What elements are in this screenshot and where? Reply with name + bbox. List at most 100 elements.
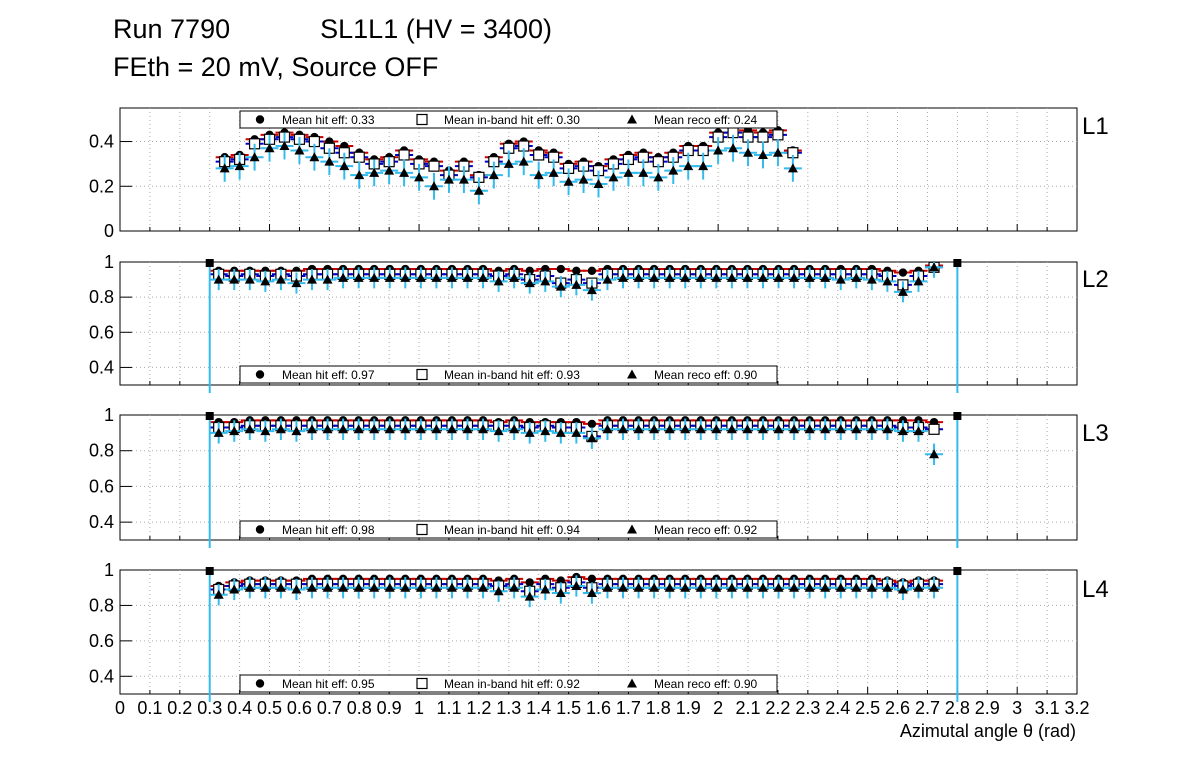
x-tick-label: 0.5: [257, 698, 282, 718]
panel-l2-reco-point: [338, 272, 349, 282]
panel-l3-inband-point: [928, 423, 940, 435]
panel-l3-reco-point: [711, 424, 722, 434]
panel-l2-reco-point: [695, 272, 706, 282]
x-tick-label: 0: [115, 698, 125, 718]
panel-l4-legend-reco-label: Mean reco eff: 0.90: [654, 677, 758, 691]
panel-l3-hit-point: [587, 419, 597, 429]
panel-l4-edge-point: [953, 567, 962, 575]
panel-l2-reco-point: [213, 274, 224, 284]
panel-l2-reco-point: [711, 272, 722, 282]
panel-l4-reco-point: [929, 582, 940, 592]
panel-l2-reco-point: [649, 272, 660, 282]
panel-l2-reco-point: [524, 278, 535, 288]
x-tick-label: 0.1: [137, 698, 162, 718]
panel-l2-legend-hit-marker: [255, 370, 265, 379]
panel-l3-legend-reco-marker: [627, 524, 637, 534]
panel-l2-hit-point: [556, 264, 566, 274]
x-tick-label: 1.9: [676, 698, 701, 718]
panel-l4-reco-point: [555, 588, 566, 598]
panel-l1-reco-point: [757, 149, 768, 159]
panel-l4-reco-point: [618, 582, 629, 592]
panel-l4-reco-point: [835, 582, 846, 592]
panel-l3-reco-point: [804, 424, 815, 434]
x-tick-label: 2.1: [736, 698, 761, 718]
panel-l2-legend-reco-label: Mean reco eff: 0.90: [654, 368, 758, 382]
panel-l4-reco-point: [400, 582, 411, 592]
panel-l3-reco-point: [478, 424, 489, 434]
panel-l3-reco-point: [789, 424, 800, 434]
panel-l2-reco-point: [602, 274, 613, 284]
panel-l2-ytick-label: 0.6: [89, 322, 114, 342]
panel-l3-reco-point: [260, 426, 271, 436]
x-tick-label: 0.3: [197, 698, 222, 718]
panel-l4-reco-point: [664, 582, 675, 592]
panel-l4-reco-point: [291, 584, 302, 594]
panel-l1-reco-point: [713, 145, 724, 155]
panel-l2-reco-point: [773, 272, 784, 282]
panel-l4-legend-reco-marker: [627, 678, 637, 688]
panel-l2-reco-point: [415, 272, 426, 282]
panel-l2-legend-inband-marker: [416, 368, 428, 381]
panel-l4-ytick-label: 0.4: [89, 666, 114, 686]
panel-l2-reco-point: [493, 276, 504, 286]
panel-l2-reco-point: [757, 272, 768, 282]
panel-l1-reco-point: [503, 158, 514, 168]
panel-l3-reco-point: [291, 426, 302, 436]
panel-l2-ytick-label: 0.4: [89, 357, 114, 377]
panel-l2-hit-point: [525, 266, 534, 275]
panel-l2-reco-point: [882, 276, 893, 286]
panel-l4-reco-point: [897, 584, 908, 594]
x-tick-label: 2.8: [945, 698, 970, 718]
panel-l1-reco-point: [249, 152, 260, 162]
panel-l2-reco-point: [478, 272, 489, 282]
panel-l1-reco-point: [443, 174, 454, 184]
x-tick-label: 2.5: [855, 698, 880, 718]
panel-l4-ytick-label: 1: [104, 560, 114, 580]
panel-l1-reco-point: [728, 143, 739, 153]
panel-l1-legend-reco-label: Mean reco eff: 0.24: [654, 113, 758, 127]
panel-l3-ytick-label: 1: [104, 405, 114, 425]
x-tick-label: 0.9: [377, 698, 402, 718]
x-tick-label: 2.6: [885, 698, 910, 718]
panel-l3-reco-point: [400, 424, 411, 434]
panel-l4-reco-point: [680, 582, 691, 592]
superlayer-label: SL1L1 (HV = 3400): [320, 14, 553, 44]
panel-l4-reco-point: [602, 582, 613, 592]
panel-l3-reco-point: [369, 424, 380, 434]
panel-l3-reco-point: [897, 426, 908, 436]
panel-l2-ytick-label: 0.8: [89, 287, 114, 307]
panel-l3-reco-point: [415, 424, 426, 434]
panel-l4-reco-point: [789, 582, 800, 592]
panel-l1-reco-point: [219, 163, 230, 173]
panel-l3-ytick-label: 0.8: [89, 441, 114, 461]
panel-l4-hit-point: [525, 578, 534, 587]
panel-l4-reco-point: [384, 582, 395, 592]
panel-l4-reco-point: [757, 582, 768, 592]
panel-l3-reco-point: [555, 427, 566, 437]
panel-l3-reco-point: [602, 424, 613, 434]
x-tick-label: 1.5: [556, 698, 581, 718]
panel-l1-inband-point: [353, 151, 365, 163]
layer-label-l4: L4: [1082, 576, 1109, 603]
panel-l1-reco-point: [772, 147, 783, 157]
panel-l1-inband-point: [398, 149, 410, 161]
panel-l3-reco-point: [820, 424, 831, 434]
panel-l4-reco-point: [229, 584, 240, 594]
panel-l2-reco-point: [400, 272, 411, 282]
panel-l1-legend-hit-marker: [255, 115, 265, 124]
x-tick-label: 1.7: [616, 698, 641, 718]
panel-l4-reco-point: [820, 582, 831, 592]
x-tick-label: 1: [414, 698, 424, 718]
panel-l3-legend-inband-marker: [416, 523, 428, 536]
panel-l4-reco-point: [649, 582, 660, 592]
panel-l4-reco-point: [306, 582, 317, 592]
x-tick-label: 3.2: [1064, 698, 1089, 718]
panel-l3-legend-inband-label: Mean in-band hit eff: 0.94: [444, 523, 580, 537]
panel-l3-reco-point: [913, 426, 924, 436]
panel-l4-legend-inband-marker: [416, 677, 428, 690]
panel-l3-reco-point: [726, 424, 737, 434]
panel-l2-reco-point: [446, 272, 457, 282]
x-tick-label: 2.2: [765, 698, 790, 718]
panel-l3-reco-point: [757, 424, 768, 434]
panel-l4-reco-point: [275, 582, 286, 592]
